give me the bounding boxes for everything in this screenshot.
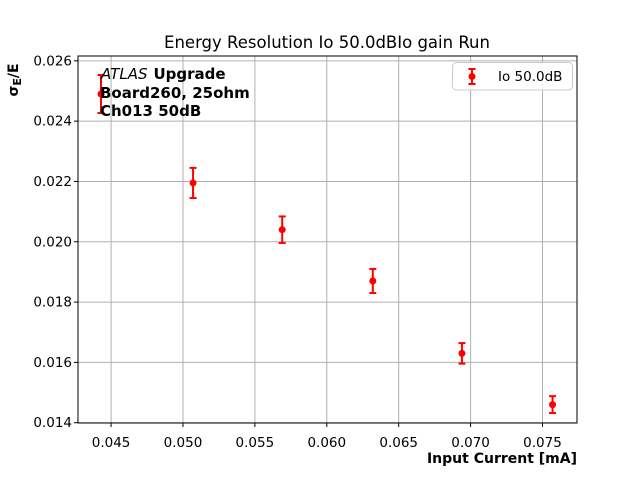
data-point — [97, 90, 105, 98]
legend-errorbar-icon — [468, 68, 476, 85]
x-tick-label: 0.055 — [236, 435, 275, 451]
x-tick-label: 0.075 — [523, 435, 562, 451]
legend-frame — [452, 62, 573, 91]
data-series-layer — [97, 73, 557, 415]
axes-frame — [77, 55, 578, 424]
y-tick-label: 0.014 — [33, 415, 72, 431]
y-axis-label-rest: /E — [6, 63, 22, 78]
annotation-line3: Ch013 50dB — [100, 102, 201, 120]
annotation-line2: Board260, 25ohm — [100, 84, 250, 102]
y-tick-label: 0.026 — [33, 53, 72, 69]
x-axis-label: Input Current [mA] — [427, 451, 577, 467]
annotation-upgrade: Upgrade — [153, 65, 225, 83]
data-point-group — [97, 73, 105, 114]
data-point-group — [189, 166, 197, 200]
data-point-group — [549, 395, 557, 415]
y-tick-label: 0.020 — [33, 234, 72, 250]
x-tick-label: 0.065 — [379, 435, 418, 451]
legend-series-label: Io 50.0dB — [498, 69, 562, 85]
x-tick-label: 0.045 — [92, 435, 131, 451]
legend-box: Io 50.0dB — [452, 62, 573, 91]
y-axis-label-sigma: σ — [6, 86, 22, 97]
data-point-group — [458, 342, 466, 365]
y-axis-label-subscript: E — [11, 78, 24, 86]
data-point — [278, 226, 286, 234]
data-point — [458, 349, 466, 357]
data-point-group — [278, 215, 286, 244]
annotation-block: ATLAS Upgrade Board260, 25ohm Ch013 50dB — [100, 65, 250, 120]
x-tick-label: 0.070 — [451, 435, 490, 451]
data-point — [549, 401, 557, 409]
data-point — [189, 179, 197, 187]
tick-labels-layer: 0.045 0.050 0.055 0.060 0.065 0.070 0.075 0.014… — [33, 53, 561, 451]
axes-spines-layer — [74, 55, 578, 427]
y-axis-label: σE/E — [6, 63, 24, 96]
y-tick-label: 0.018 — [33, 295, 72, 311]
y-tick-label: 0.022 — [33, 174, 72, 190]
annotation-line1: ATLAS Upgrade — [100, 65, 226, 83]
data-point — [369, 277, 377, 285]
x-tick-label: 0.050 — [164, 435, 203, 451]
y-tick-label: 0.024 — [33, 114, 72, 130]
grid-layer — [78, 56, 577, 424]
x-tick-label: 0.060 — [307, 435, 346, 451]
annotation-atlas: ATLAS — [100, 65, 148, 83]
data-point-group — [369, 267, 377, 295]
y-tick-label: 0.016 — [33, 355, 72, 371]
chart-title: Energy Resolution Io 50.0dBIo gain Run — [164, 33, 490, 52]
